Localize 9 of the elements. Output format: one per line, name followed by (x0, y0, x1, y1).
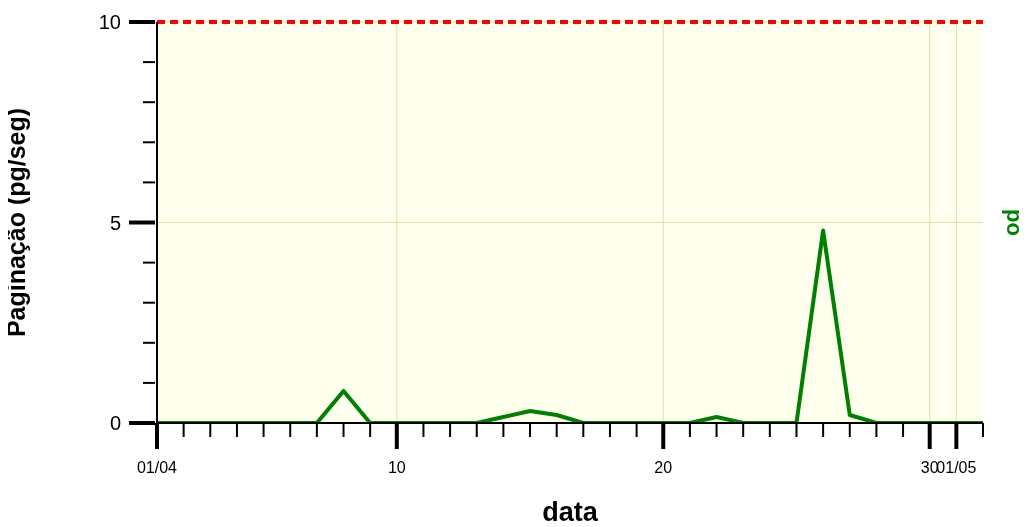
y-tick-label: 0 (109, 412, 121, 434)
x-tick-label: 10 (387, 459, 406, 476)
x-tick-label: 01/05 (936, 459, 977, 476)
x-axis-title: data (542, 497, 599, 527)
x-tick-label: 01/04 (136, 459, 178, 476)
y-tick-label: 5 (109, 211, 121, 234)
x-tick-label: 20 (654, 459, 673, 476)
y2-axis-title: po (1002, 209, 1028, 236)
y-tick-label: 10 (98, 11, 121, 33)
